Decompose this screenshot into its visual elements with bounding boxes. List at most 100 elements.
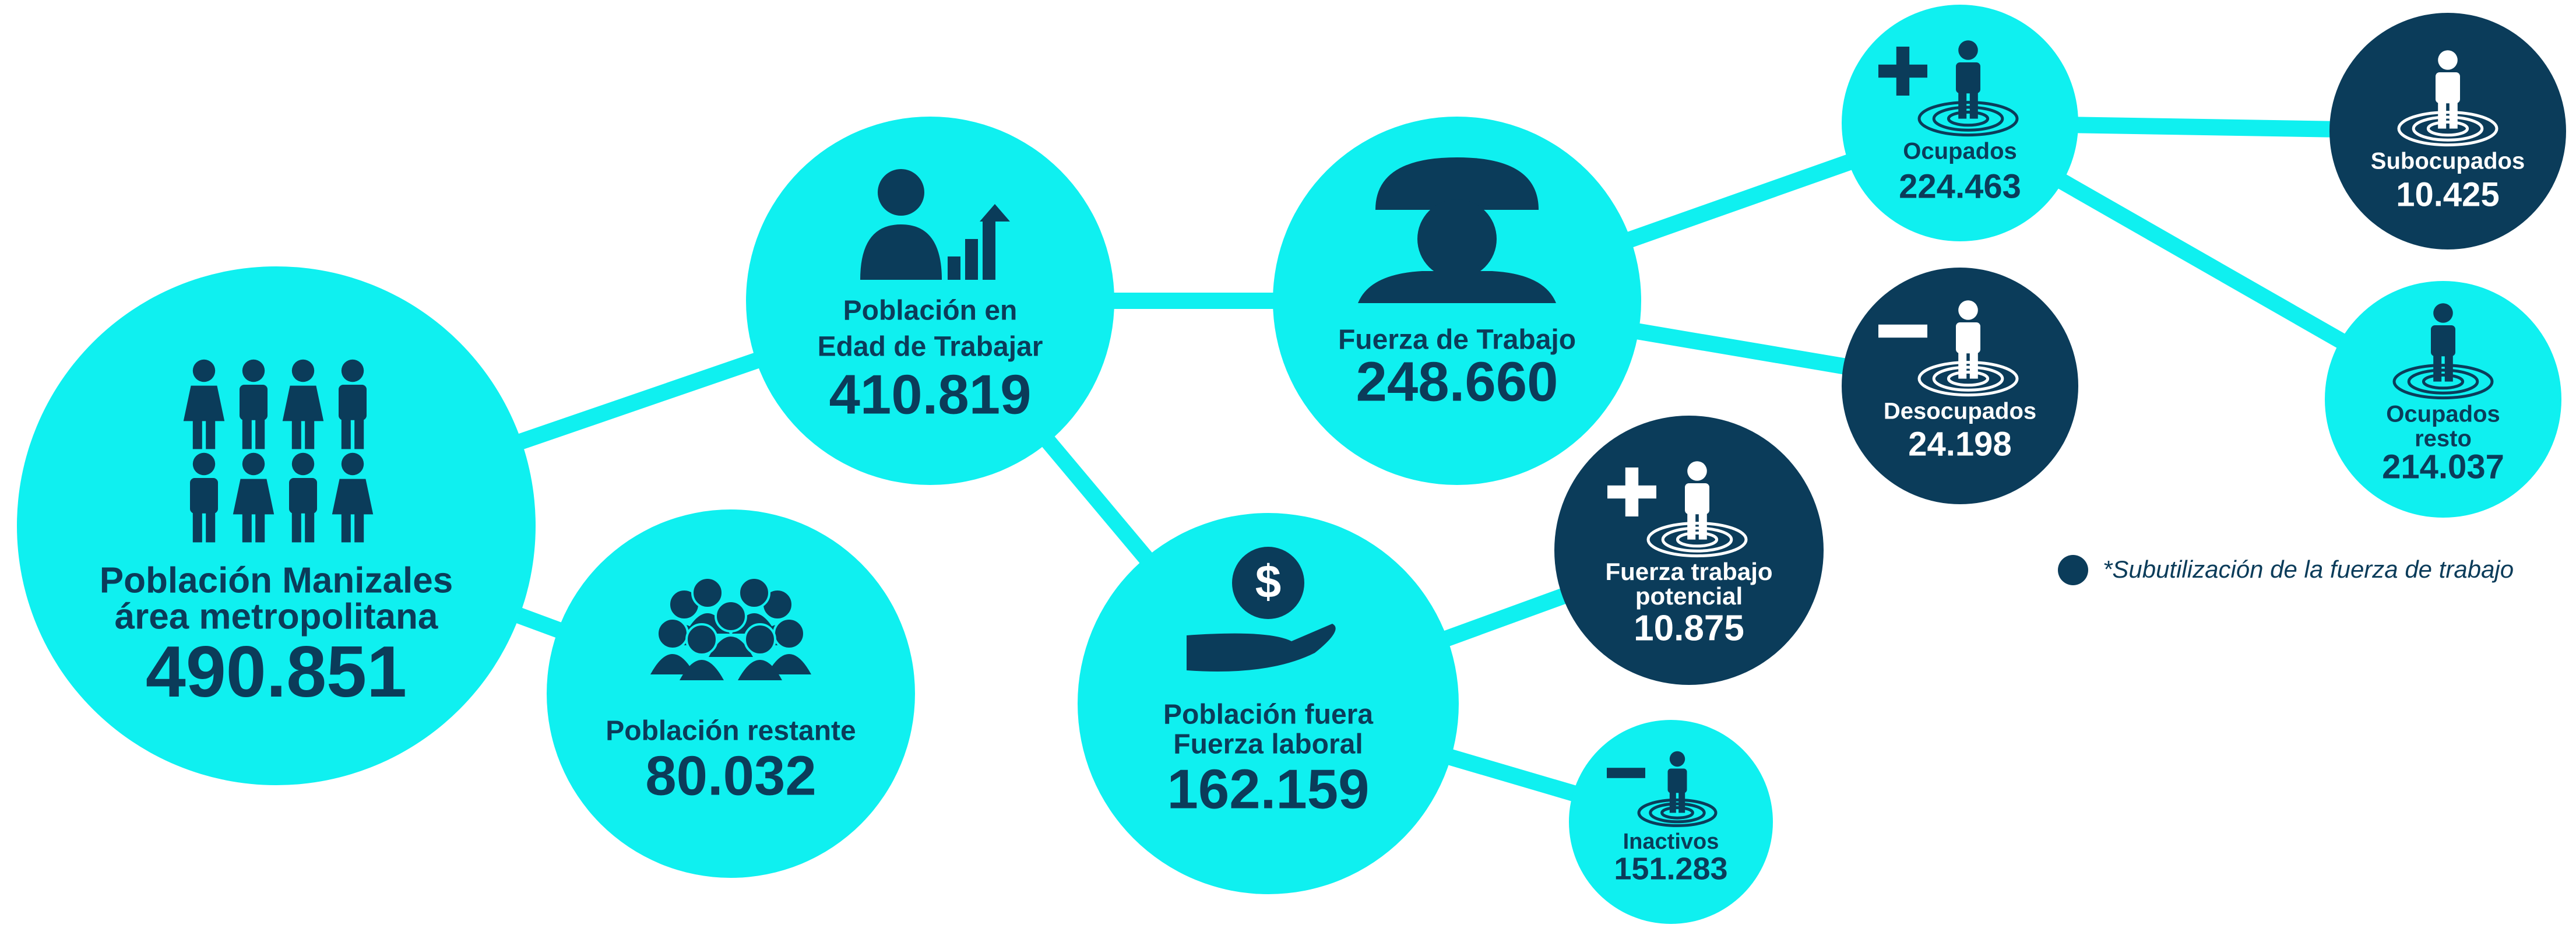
node-label: Población Manizales [100, 560, 453, 600]
crowd-head [744, 623, 776, 656]
arrow [980, 204, 1010, 222]
coin [1232, 547, 1304, 619]
dollar: $ [1255, 556, 1282, 607]
leg [305, 419, 315, 449]
person-icon [282, 359, 324, 449]
body [240, 385, 268, 420]
node-circle [746, 117, 1114, 485]
sign [1878, 324, 1927, 338]
leg [291, 419, 301, 449]
node-label: Edad de Trabajar [818, 332, 1043, 363]
ripple [2422, 373, 2465, 390]
leg [305, 512, 315, 543]
ripple [2426, 120, 2469, 137]
body [1956, 62, 1980, 94]
crowd-body [738, 660, 782, 680]
body [190, 478, 218, 514]
head [291, 452, 315, 476]
helmet [1375, 157, 1539, 210]
head [341, 359, 364, 382]
person-icon [240, 359, 268, 449]
leg [2433, 355, 2442, 382]
leg [242, 419, 252, 449]
head [291, 359, 315, 382]
body [1685, 483, 1709, 515]
leg [1958, 352, 1967, 379]
crowd-head [656, 617, 689, 650]
node-label: Población restante [606, 716, 856, 747]
hand [1187, 624, 1336, 672]
node-value: 162.159 [1167, 758, 1369, 820]
person-icon [332, 452, 374, 543]
leg [354, 512, 364, 543]
leg [354, 419, 364, 449]
legend-text: *Subutilización de la fuerza de trabajo [2103, 556, 2514, 583]
suit [860, 224, 942, 280]
crowd-body [650, 654, 695, 674]
node-label: Fuerza trabajo [1605, 558, 1772, 585]
ripple [1660, 806, 1694, 820]
leg [192, 512, 202, 543]
person-icon [183, 359, 225, 449]
leg [206, 512, 216, 543]
crowd-body [680, 660, 724, 680]
body [1667, 768, 1687, 793]
bar [983, 222, 995, 280]
person-icon [289, 452, 317, 543]
node-label: Población en [843, 296, 1018, 326]
sign [1625, 467, 1639, 516]
crowd-head [773, 617, 805, 650]
node-value: 10.425 [2396, 175, 2499, 213]
node-label: Población fuera [1163, 699, 1373, 730]
node-circle [1842, 5, 2078, 241]
body [2436, 72, 2460, 104]
bar [948, 256, 960, 280]
node-value: 80.032 [645, 744, 817, 807]
node-label: Subocupados [2371, 149, 2525, 174]
person-icon [339, 359, 367, 449]
node-label: potencial [1635, 582, 1743, 610]
node-circle [1078, 513, 1459, 894]
leg [341, 512, 351, 543]
node-value: 248.660 [1356, 350, 1558, 413]
leg [255, 419, 265, 449]
body [183, 385, 225, 421]
ripple [2407, 368, 2479, 395]
head [341, 452, 364, 476]
node-label: Ocupados [1903, 139, 2017, 164]
face [1417, 199, 1497, 279]
leg [2438, 102, 2447, 129]
body [282, 385, 324, 421]
body [332, 479, 374, 515]
leg [192, 419, 202, 449]
crowd-body [767, 654, 811, 674]
person-icon [190, 452, 218, 543]
body [1956, 322, 1980, 354]
node-label: área metropolitana [115, 596, 438, 637]
head [242, 359, 265, 382]
crowd-head [685, 623, 718, 656]
node-label: Desocupados [1884, 399, 2036, 424]
leg [1698, 513, 1707, 540]
ripple [1917, 361, 2019, 397]
body [339, 385, 367, 420]
head [2438, 50, 2458, 70]
body [289, 478, 317, 514]
ripple [1661, 526, 1733, 553]
leg [1958, 92, 1967, 119]
node-value: 224.463 [1899, 167, 2021, 205]
leg [242, 512, 252, 543]
legend-dot [2058, 555, 2088, 585]
leg [255, 512, 265, 543]
ripple [2392, 364, 2494, 400]
head [2433, 303, 2453, 323]
leg [206, 419, 216, 449]
node-value: 10.875 [1634, 608, 1744, 648]
node-label: Fuerza laboral [1173, 729, 1363, 760]
ripple [1947, 110, 1990, 127]
crowd-head [715, 600, 747, 632]
head [242, 452, 265, 476]
ripple [1932, 365, 2004, 392]
ripple [1646, 522, 1748, 558]
